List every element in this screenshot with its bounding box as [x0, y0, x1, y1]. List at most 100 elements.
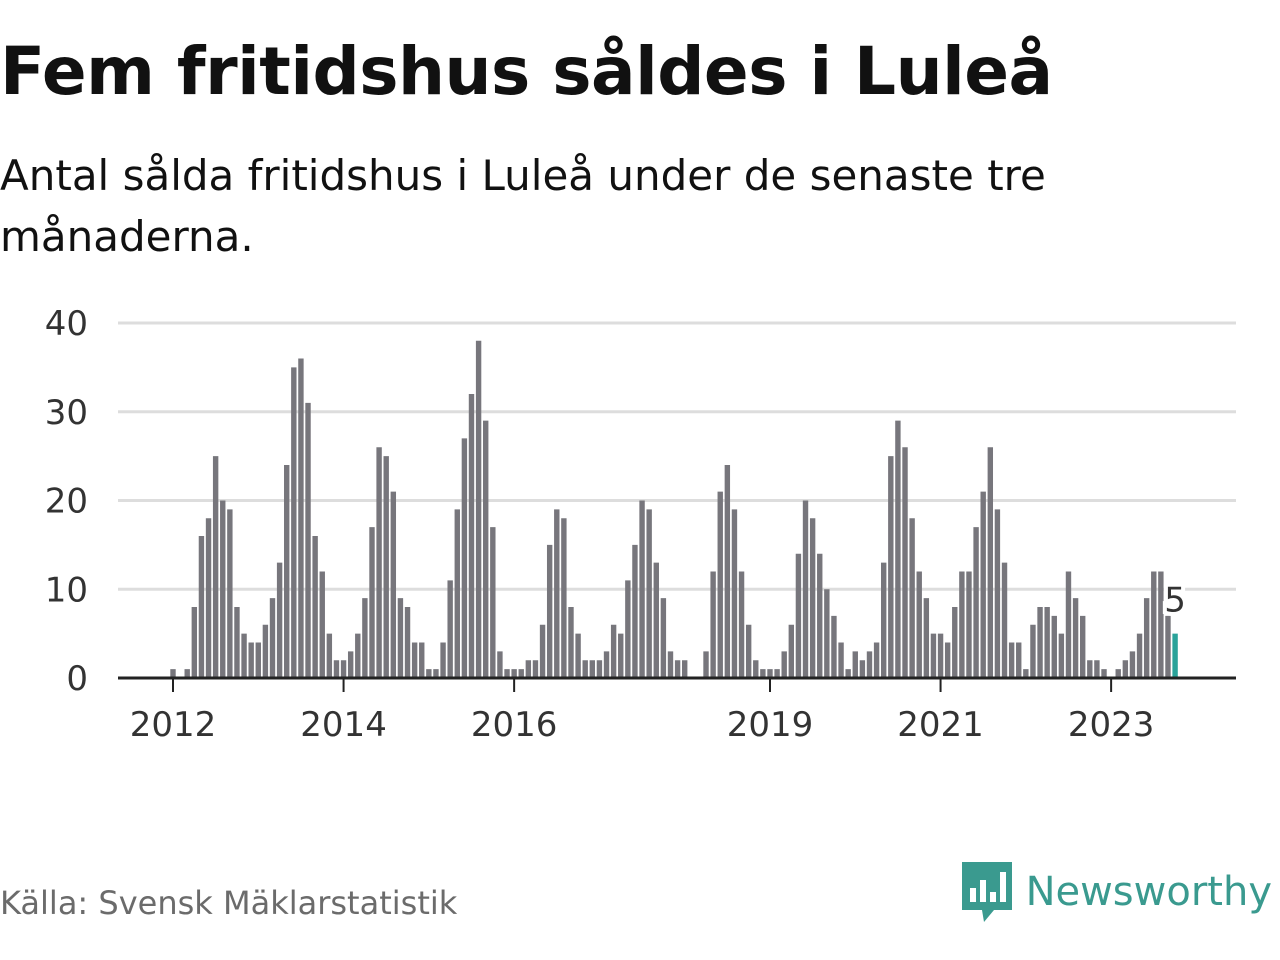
bar	[255, 642, 261, 678]
bar	[411, 642, 418, 678]
bar	[319, 571, 325, 678]
bar	[1023, 669, 1029, 679]
bar	[952, 607, 958, 678]
bar	[518, 669, 524, 679]
bar	[546, 544, 553, 679]
bar	[248, 642, 254, 678]
bar	[838, 642, 844, 678]
bar	[461, 438, 468, 678]
bar	[774, 669, 780, 679]
bar	[724, 465, 731, 678]
bar	[525, 660, 532, 678]
bar	[731, 509, 738, 679]
chart-subtitle: Antal sålda fritidshus i Luleå under de …	[0, 151, 1046, 261]
bar	[1072, 598, 1079, 679]
bar	[326, 633, 333, 679]
grid-lines	[118, 321, 1236, 591]
bar	[440, 642, 446, 678]
bar	[355, 633, 361, 679]
bar	[362, 598, 368, 679]
bar	[404, 607, 411, 678]
x-tick-label: 2019	[727, 705, 814, 745]
x-tick-label: 2021	[897, 705, 984, 745]
bar	[866, 651, 873, 679]
bar	[298, 358, 304, 678]
bar	[944, 642, 951, 678]
bar	[760, 669, 766, 679]
bar	[653, 562, 659, 679]
bar	[916, 571, 922, 678]
bar	[1101, 669, 1107, 679]
bar	[227, 509, 233, 679]
bar	[1065, 571, 1072, 678]
y-tick-label: 0	[66, 659, 88, 699]
bar	[369, 527, 375, 679]
bar	[582, 660, 588, 678]
last-value-label: 5	[1164, 581, 1186, 621]
y-tick-label: 30	[45, 393, 88, 433]
x-tick-label: 2012	[130, 705, 217, 745]
bar	[845, 669, 851, 679]
bar	[881, 562, 887, 679]
bar	[781, 651, 787, 679]
brand-name: Newsworthy	[1025, 869, 1272, 915]
bar	[1158, 571, 1164, 678]
y-tick-label: 40	[45, 304, 88, 344]
newsworthy-logo-icon	[961, 862, 1012, 922]
bar	[1030, 624, 1036, 678]
bar	[575, 633, 581, 679]
bar	[490, 527, 496, 679]
bar	[312, 536, 318, 678]
bar	[753, 660, 759, 678]
bar	[433, 669, 439, 679]
bar	[1122, 660, 1129, 678]
bar	[291, 367, 297, 679]
bar	[632, 544, 638, 679]
bar	[1037, 607, 1043, 678]
bar	[262, 624, 269, 678]
bar	[596, 660, 603, 678]
bar	[305, 402, 311, 679]
x-tick-label: 2023	[1068, 705, 1155, 745]
bar	[504, 669, 510, 679]
bar	[390, 491, 397, 679]
bar	[376, 447, 382, 678]
bar	[667, 651, 674, 679]
bar	[717, 491, 723, 679]
x-axis: 2012 2014 2016 2019 2021 2023	[118, 676, 1236, 745]
bar	[788, 624, 795, 678]
bar	[568, 607, 574, 678]
bar	[383, 456, 389, 679]
bar	[902, 447, 908, 678]
bar	[397, 598, 404, 679]
bar	[1001, 562, 1008, 679]
bar	[269, 598, 276, 679]
bars	[170, 340, 1178, 679]
bar	[475, 340, 482, 678]
bar	[674, 660, 681, 678]
bar	[468, 394, 475, 678]
bar	[483, 420, 489, 679]
y-axis-labels: 0 10 20 30 40	[45, 304, 88, 699]
bar	[824, 589, 830, 678]
bar	[1051, 615, 1057, 679]
bar	[817, 553, 823, 678]
bar	[738, 571, 745, 678]
bar	[852, 651, 858, 679]
bar	[966, 571, 972, 678]
bar	[973, 527, 979, 679]
bar	[426, 669, 432, 679]
bar	[447, 580, 453, 679]
bar	[1094, 660, 1100, 678]
brand-logo: Newsworthy	[961, 862, 1272, 922]
bar	[909, 518, 915, 678]
bar	[497, 651, 503, 679]
annotation: 5	[1160, 577, 1190, 625]
bar	[937, 633, 944, 679]
bar	[1165, 615, 1171, 679]
bar	[1129, 651, 1136, 679]
bar	[859, 660, 866, 678]
y-tick-label: 10	[45, 570, 88, 610]
bar	[639, 500, 645, 678]
bar	[347, 651, 354, 679]
